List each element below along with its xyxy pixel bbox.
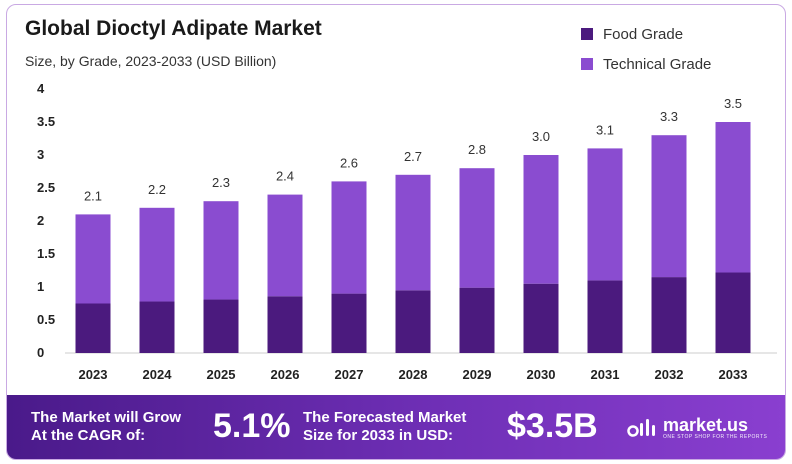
legend: Food Grade Technical Grade xyxy=(581,19,711,79)
brand-logo: market.us ONE STOP SHOP FOR THE REPORTS xyxy=(627,415,767,440)
forecast-caption: The Forecasted Market Size for 2033 in U… xyxy=(303,409,466,445)
data-label-2026: 2.4 xyxy=(276,169,294,184)
bar-technical-grade-2024 xyxy=(139,207,175,302)
bar-food-grade-2032 xyxy=(651,277,687,353)
brand-name: market.us xyxy=(663,415,749,435)
x-tick-label-2028: 2028 xyxy=(399,367,428,382)
data-label-2024: 2.2 xyxy=(148,182,166,197)
chart-frame: Global Dioctyl Adipate Market Size, by G… xyxy=(6,4,786,460)
bar-technical-grade-2030 xyxy=(523,155,559,284)
data-label-2029: 2.8 xyxy=(468,142,486,157)
x-tick-label-2033: 2033 xyxy=(719,367,748,382)
data-label-2032: 3.3 xyxy=(660,109,678,124)
brand-tagline: ONE STOP SHOP FOR THE REPORTS xyxy=(663,434,768,440)
legend-swatch-food-grade xyxy=(581,28,593,40)
data-label-2023: 2.1 xyxy=(84,188,102,203)
y-tick-label-8: 4 xyxy=(37,81,45,96)
cagr-caption-line1: The Market will Grow xyxy=(31,409,182,426)
bar-technical-grade-2027 xyxy=(331,181,367,294)
legend-item-food-grade: Food Grade xyxy=(581,19,711,49)
data-label-2025: 2.3 xyxy=(212,175,230,190)
forecast-caption-line2: Size for 2033 in USD: xyxy=(303,427,454,444)
y-tick-label-4: 2 xyxy=(37,213,44,228)
legend-item-technical-grade: Technical Grade xyxy=(581,49,711,79)
x-tick-label-2032: 2032 xyxy=(655,367,684,382)
x-tick-label-2029: 2029 xyxy=(463,367,492,382)
bar-food-grade-2026 xyxy=(267,296,303,353)
bar-food-grade-2033 xyxy=(715,272,751,353)
x-tick-label-2025: 2025 xyxy=(207,367,236,382)
bar-food-grade-2027 xyxy=(331,293,367,353)
y-tick-label-6: 3 xyxy=(37,147,44,162)
bar-chart: 0 0.5 1 1.5 2 2.5 3 3.5 4 2.1 2023 2.2 2024 2.3 2025 2.… xyxy=(37,81,777,382)
data-label-2031: 3.1 xyxy=(596,122,614,137)
x-tick-label-2026: 2026 xyxy=(271,367,300,382)
bar-food-grade-2030 xyxy=(523,283,559,353)
bar-technical-grade-2033 xyxy=(715,122,751,273)
y-tick-label-0: 0 xyxy=(37,345,44,360)
x-tick-label-2027: 2027 xyxy=(335,367,364,382)
data-label-2028: 2.7 xyxy=(404,149,422,164)
bar-food-grade-2031 xyxy=(587,280,623,353)
data-label-2030: 3.0 xyxy=(532,129,550,144)
y-tick-label-5: 2.5 xyxy=(37,180,55,195)
bar-food-grade-2025 xyxy=(203,299,239,353)
y-tick-label-1: 0.5 xyxy=(37,312,55,327)
legend-swatch-technical-grade xyxy=(581,58,593,70)
bar-technical-grade-2025 xyxy=(203,201,239,300)
market-us-logo-icon xyxy=(627,418,655,437)
x-tick-label-2023: 2023 xyxy=(79,367,108,382)
chart-subtitle: Size, by Grade, 2023-2033 (USD Billion) xyxy=(25,53,277,69)
footer-banner: The Market will Grow At the CAGR of: 5.1… xyxy=(7,395,785,459)
x-tick-label-2030: 2030 xyxy=(527,367,556,382)
legend-label-food-grade: Food Grade xyxy=(603,25,684,43)
x-tick-label-2031: 2031 xyxy=(591,367,620,382)
forecast-value: $3.5B xyxy=(507,407,598,445)
bar-technical-grade-2026 xyxy=(267,194,303,297)
bar-food-grade-2029 xyxy=(459,287,495,353)
bar-technical-grade-2023 xyxy=(75,214,111,304)
data-label-2033: 3.5 xyxy=(724,96,742,111)
chart-title: Global Dioctyl Adipate Market xyxy=(25,17,322,40)
cagr-caption-line2: At the CAGR of: xyxy=(31,427,146,444)
bar-food-grade-2028 xyxy=(395,290,431,353)
cagr-value: 5.1% xyxy=(213,407,291,445)
y-tick-label-7: 3.5 xyxy=(37,114,55,129)
bar-technical-grade-2031 xyxy=(587,148,623,281)
forecast-caption-line1: The Forecasted Market xyxy=(303,409,467,426)
bar-technical-grade-2029 xyxy=(459,168,495,288)
bar-technical-grade-2028 xyxy=(395,174,431,291)
data-label-2027: 2.6 xyxy=(340,155,358,170)
bar-food-grade-2023 xyxy=(75,303,111,353)
x-tick-label-2024: 2024 xyxy=(143,367,173,382)
bar-food-grade-2024 xyxy=(139,301,175,353)
y-tick-label-2: 1 xyxy=(37,279,44,294)
legend-label-technical-grade: Technical Grade xyxy=(603,55,712,73)
cagr-caption: The Market will Grow At the CAGR of: xyxy=(31,409,181,445)
bar-technical-grade-2032 xyxy=(651,135,687,278)
y-tick-label-3: 1.5 xyxy=(37,246,55,261)
